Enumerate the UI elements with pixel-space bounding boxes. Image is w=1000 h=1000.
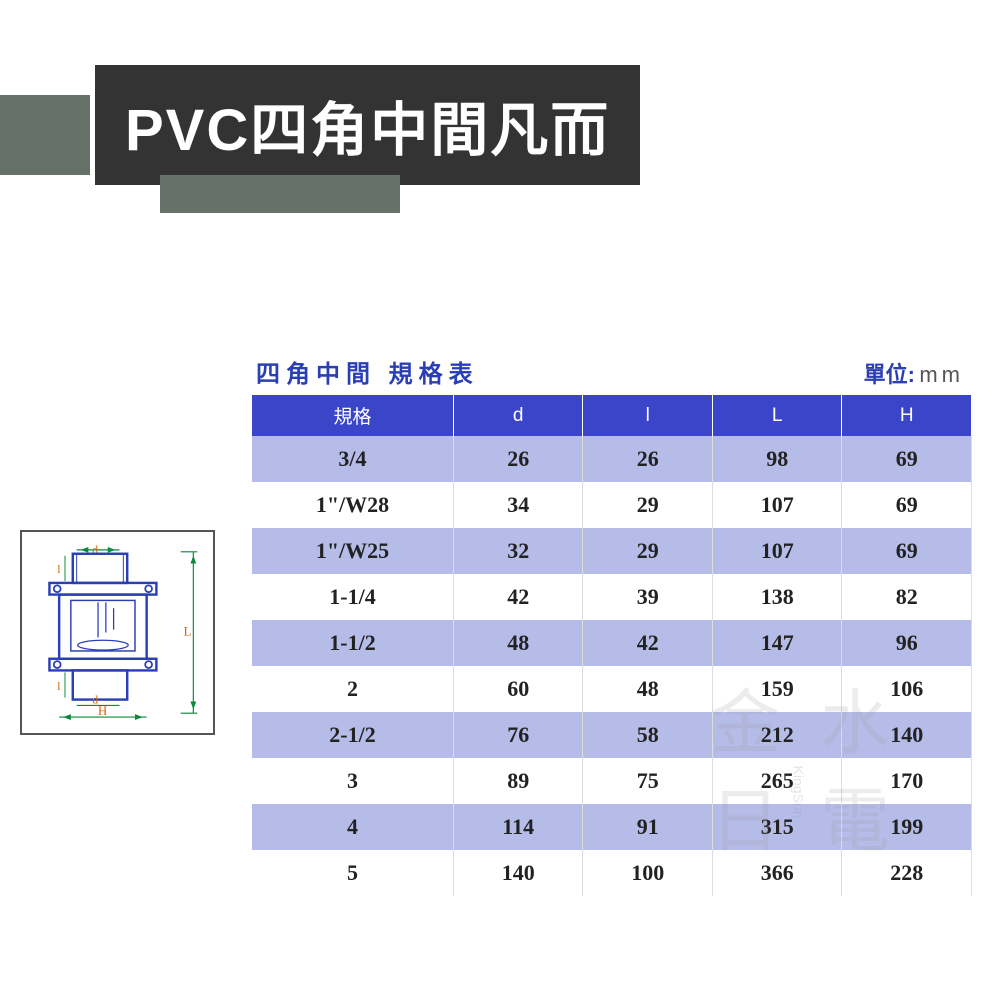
table-cell: 29	[583, 528, 713, 574]
table-cell: 69	[842, 528, 972, 574]
svg-text:l: l	[57, 563, 60, 576]
table-row: 411491315199	[252, 804, 972, 850]
table-cell: 76	[453, 712, 583, 758]
table-cell: 58	[583, 712, 713, 758]
table-title: 四角中間 規格表	[256, 354, 479, 389]
table-cell: 48	[453, 620, 583, 666]
spec-table: 規格dlLH 3/4262698691"/W283429107691"/W253…	[252, 395, 972, 896]
table-cell: 147	[712, 620, 842, 666]
table-cell: 4	[252, 804, 453, 850]
table-column-header: d	[453, 395, 583, 436]
table-cell: 3/4	[252, 436, 453, 482]
svg-text:H: H	[98, 704, 107, 718]
spec-table-body: 3/4262698691"/W283429107691"/W2532291076…	[252, 436, 972, 896]
table-cell: 2-1/2	[252, 712, 453, 758]
svg-text:l: l	[57, 680, 60, 693]
table-row: 1-1/2484214796	[252, 620, 972, 666]
table-cell: 96	[842, 620, 972, 666]
table-row: 5140100366228	[252, 850, 972, 896]
table-cell: 2	[252, 666, 453, 712]
spec-table-container: 四角中間 規格表 單位: mm 規格dlLH 3/4262698691"/W28…	[252, 350, 972, 896]
table-row: 1"/W28342910769	[252, 482, 972, 528]
table-unit: 單位: mm	[864, 357, 964, 389]
table-cell: 366	[712, 850, 842, 896]
table-column-header: 規格	[252, 395, 453, 436]
table-cell: 26	[583, 436, 713, 482]
table-cell: 228	[842, 850, 972, 896]
unit-value: mm	[919, 362, 964, 387]
table-cell: 42	[453, 574, 583, 620]
table-row: 3/426269869	[252, 436, 972, 482]
table-column-header: l	[583, 395, 713, 436]
table-column-header: L	[712, 395, 842, 436]
table-cell: 106	[842, 666, 972, 712]
table-cell: 69	[842, 482, 972, 528]
table-cell: 1"/W25	[252, 528, 453, 574]
spec-table-head: 規格dlLH	[252, 395, 972, 436]
table-cell: 48	[583, 666, 713, 712]
table-cell: 82	[842, 574, 972, 620]
table-row: 38975265170	[252, 758, 972, 804]
technical-diagram: L d l	[20, 530, 215, 735]
table-cell: 107	[712, 528, 842, 574]
table-cell: 29	[583, 482, 713, 528]
table-row: 2-1/27658212140	[252, 712, 972, 758]
table-cell: 265	[712, 758, 842, 804]
table-row: 1"/W25322910769	[252, 528, 972, 574]
table-row: 26048159106	[252, 666, 972, 712]
table-column-header: H	[842, 395, 972, 436]
header-area: PVC四角中間凡而	[0, 30, 1000, 230]
table-cell: 1-1/4	[252, 574, 453, 620]
table-cell: 34	[453, 482, 583, 528]
table-cell: 1-1/2	[252, 620, 453, 666]
table-cell: 3	[252, 758, 453, 804]
table-cell: 315	[712, 804, 842, 850]
table-cell: 140	[453, 850, 583, 896]
accent-bar-bottom	[160, 175, 400, 213]
table-cell: 5	[252, 850, 453, 896]
page-title: PVC四角中間凡而	[95, 65, 640, 185]
table-cell: 75	[583, 758, 713, 804]
table-cell: 114	[453, 804, 583, 850]
table-cell: 107	[712, 482, 842, 528]
table-cell: 69	[842, 436, 972, 482]
table-cell: 140	[842, 712, 972, 758]
unit-label: 單位:	[864, 362, 915, 387]
svg-text:L: L	[184, 624, 192, 638]
table-cell: 170	[842, 758, 972, 804]
table-cell: 1"/W28	[252, 482, 453, 528]
accent-bar-left	[0, 95, 90, 175]
table-header-bar: 四角中間 規格表 單位: mm	[252, 350, 972, 395]
table-cell: 60	[453, 666, 583, 712]
table-cell: 98	[712, 436, 842, 482]
table-cell: 32	[453, 528, 583, 574]
table-cell: 199	[842, 804, 972, 850]
table-cell: 100	[583, 850, 713, 896]
table-cell: 26	[453, 436, 583, 482]
table-cell: 212	[712, 712, 842, 758]
table-cell: 89	[453, 758, 583, 804]
table-cell: 42	[583, 620, 713, 666]
table-cell: 91	[583, 804, 713, 850]
table-cell: 159	[712, 666, 842, 712]
table-cell: 39	[583, 574, 713, 620]
table-cell: 138	[712, 574, 842, 620]
table-row: 1-1/4423913882	[252, 574, 972, 620]
valve-schematic-svg: L d l	[30, 540, 205, 725]
